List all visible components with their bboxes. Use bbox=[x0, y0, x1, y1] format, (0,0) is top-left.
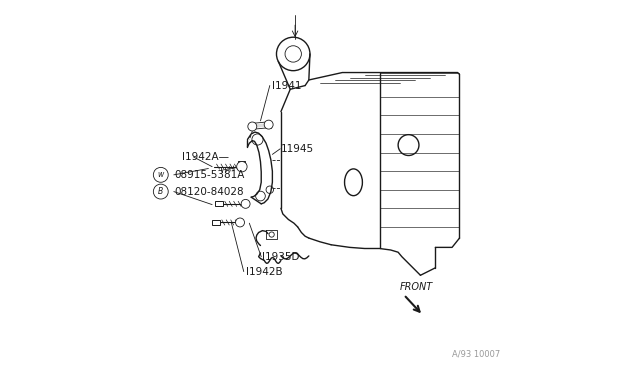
Circle shape bbox=[154, 184, 168, 199]
Text: 08120-84028: 08120-84028 bbox=[174, 187, 244, 196]
Text: I1942A—: I1942A— bbox=[182, 152, 228, 162]
Text: 08915-5381A: 08915-5381A bbox=[174, 170, 244, 180]
FancyBboxPatch shape bbox=[215, 201, 223, 206]
Circle shape bbox=[237, 161, 247, 172]
FancyBboxPatch shape bbox=[212, 220, 220, 225]
Circle shape bbox=[248, 122, 257, 131]
Text: FRONT: FRONT bbox=[400, 282, 433, 292]
FancyBboxPatch shape bbox=[237, 161, 245, 166]
Circle shape bbox=[264, 120, 273, 129]
Text: I1935D: I1935D bbox=[262, 252, 300, 262]
Circle shape bbox=[236, 218, 244, 227]
Text: 11945: 11945 bbox=[281, 144, 314, 154]
Text: A/93 10007: A/93 10007 bbox=[452, 350, 500, 359]
Circle shape bbox=[154, 167, 168, 182]
Text: B: B bbox=[158, 187, 163, 196]
Text: I1941: I1941 bbox=[271, 81, 301, 90]
Text: w: w bbox=[157, 170, 164, 179]
Circle shape bbox=[241, 199, 250, 208]
Text: I1942B: I1942B bbox=[246, 267, 282, 276]
